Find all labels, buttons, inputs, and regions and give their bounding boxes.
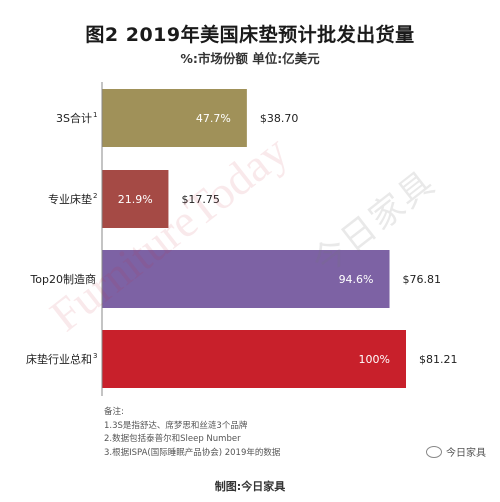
chart-subtitle: %:市场份额 单位:亿美元 <box>180 51 320 66</box>
share-label-2: 94.6% <box>339 273 374 286</box>
value-label-2: $76.81 <box>403 273 442 286</box>
footnotes: 备注: 1.3S是指舒达、席梦思和丝涟3个品牌 2.数据包括泰普尔和Sleep … <box>104 406 280 460</box>
chart-credit: 制图:今日家具 <box>214 480 286 493</box>
category-superscript-3: 3 <box>93 352 97 360</box>
brand-badge: 今日家具 <box>426 444 486 459</box>
share-label-0: 47.7% <box>196 112 231 125</box>
value-label-0: $38.70 <box>260 112 299 125</box>
category-label-1: 专业床垫 <box>48 192 92 206</box>
bar-chart: 3S合计 1 47.7% $38.70 专业床垫 2 21.9% $17.75 Top20制造商… <box>26 82 458 396</box>
category-label-2: Top20制造商 <box>29 272 96 286</box>
category-superscript-1: 2 <box>93 192 97 200</box>
chart-title: 图2 2019年美国床垫预计批发出货量 <box>85 24 415 46</box>
share-label-3: 100% <box>359 353 390 366</box>
category-label-3: 床垫行业总和 <box>26 352 92 366</box>
bar-2 <box>102 250 390 308</box>
bar-1 <box>102 170 169 228</box>
footnote-3: 3.根据ISPA(国际睡眠产品协会) 2019年的数据 <box>104 447 281 458</box>
category-superscript-0: 1 <box>93 111 97 119</box>
category-label-0: 3S合计 <box>56 111 92 125</box>
brand-name: 今日家具 <box>446 448 486 459</box>
share-label-1: 21.9% <box>118 193 153 206</box>
footnote-1: 1.3S是指舒达、席梦思和丝涟3个品牌 <box>104 420 248 431</box>
footnotes-heading: 备注: <box>104 407 124 417</box>
bar-0 <box>102 89 247 147</box>
bar-3 <box>102 330 406 388</box>
value-label-1: $17.75 <box>181 193 220 206</box>
wechat-icon <box>426 445 442 458</box>
footnote-2: 2.数据包括泰普尔和Sleep Number <box>104 434 241 444</box>
value-label-3: $81.21 <box>419 353 458 366</box>
